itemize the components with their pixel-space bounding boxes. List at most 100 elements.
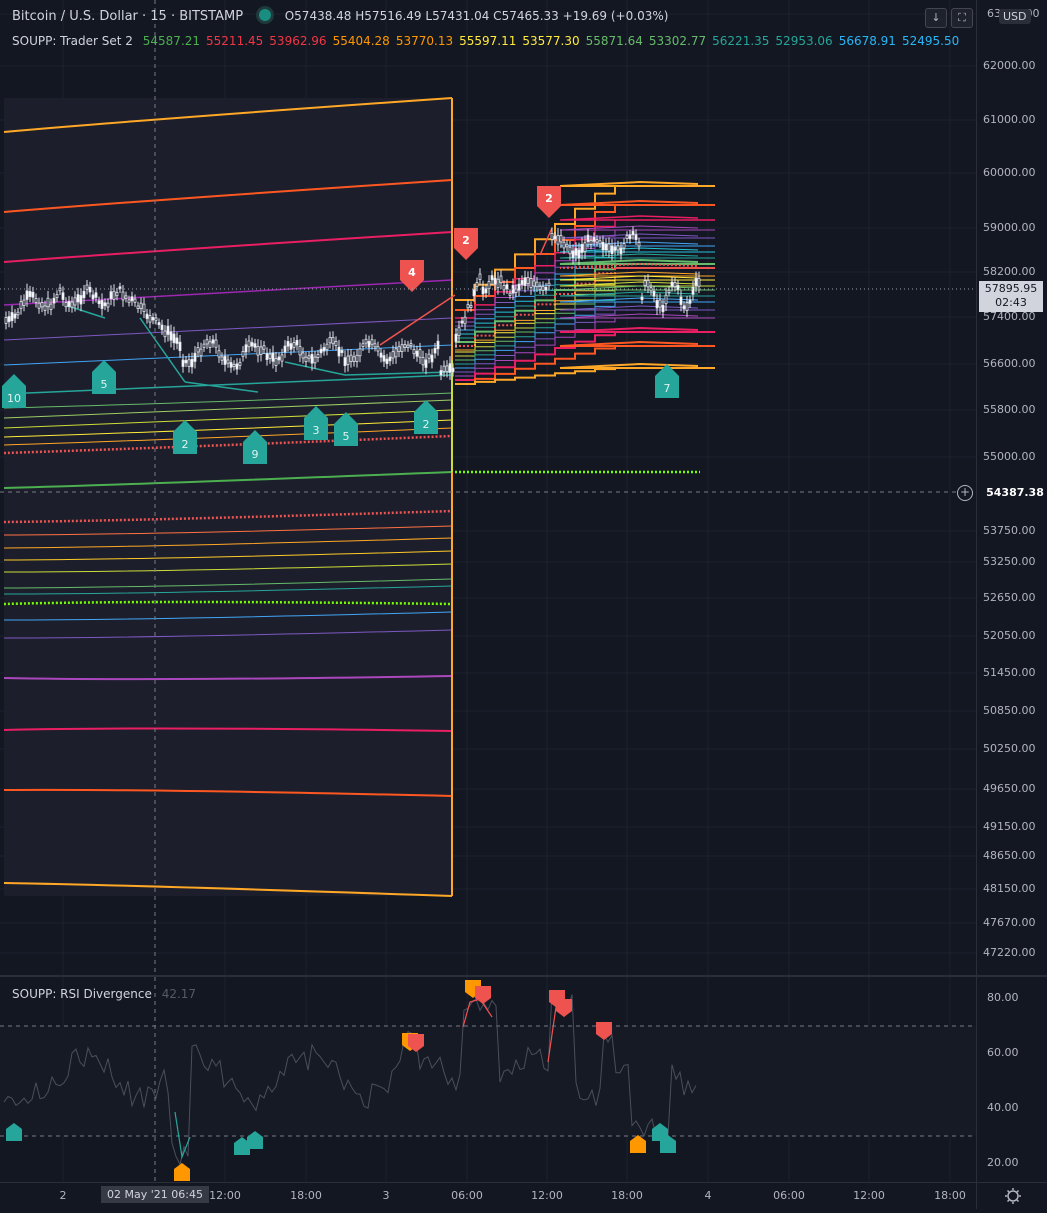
candle-body — [502, 285, 506, 291]
candle-body — [91, 294, 95, 300]
band-line — [3, 97, 453, 133]
open-value: 57438.48 — [294, 9, 352, 23]
candle-body — [115, 292, 119, 297]
candle-body — [367, 341, 371, 348]
candle-body — [682, 305, 686, 310]
candle-body — [508, 292, 512, 296]
band-line — [3, 317, 453, 341]
candle-body — [46, 297, 50, 308]
candle-body — [616, 245, 620, 251]
bull-signal-marker: 3 — [304, 406, 328, 440]
price-tick: 62000.00 — [983, 59, 1036, 72]
candle-body — [61, 292, 65, 300]
candle-body — [202, 343, 206, 348]
rsi-indicator-title[interactable]: SOUPP: RSI Divergence — [12, 987, 152, 1001]
candle-body — [571, 250, 575, 259]
band-line — [3, 550, 453, 561]
candle-body — [124, 295, 128, 299]
price-axis[interactable]: 63000.0062000.0061000.0060000.0059000.00… — [925, 0, 1047, 976]
time-tick: 2 — [59, 1189, 67, 1202]
currency-button[interactable]: USD — [999, 9, 1031, 24]
candle-body — [523, 277, 527, 286]
price-tick: 58200.00 — [983, 265, 1036, 278]
candle-body — [85, 284, 89, 290]
time-tick: 3 — [382, 1189, 390, 1202]
candle-body — [322, 347, 326, 352]
fullscreen-icon[interactable]: ⛶ — [951, 8, 973, 28]
candle-body — [466, 304, 470, 309]
candlesticks — [4, 226, 701, 381]
right-bands — [455, 180, 715, 474]
rsi-bear-marker — [475, 986, 491, 1004]
pane-separator[interactable] — [0, 975, 1047, 977]
band-line — [3, 179, 453, 213]
gear-icon[interactable] — [977, 1183, 1047, 1209]
candle-body — [142, 303, 146, 312]
band-line — [3, 629, 453, 639]
price-tick: 60000.00 — [983, 166, 1036, 179]
price-chart-canvas[interactable]: 10 5 2 9 3 5 2 7 4 2 2 — [0, 0, 976, 976]
main-chart-pane[interactable]: 10 5 2 9 3 5 2 7 4 2 2 Bitcoin / U.S. Dollar · 15 … — [0, 0, 976, 976]
candle-body — [319, 348, 323, 354]
candle-body — [451, 367, 455, 373]
scale-down-arrow-icon[interactable]: ↓ — [925, 8, 947, 28]
candle-body — [550, 232, 554, 240]
candle-body — [478, 273, 482, 280]
candle-body — [532, 280, 536, 287]
candle-body — [286, 341, 290, 347]
candle-body — [310, 353, 314, 364]
ribbon-line — [455, 326, 715, 381]
candle-body — [634, 234, 638, 241]
candle-body — [340, 350, 344, 353]
candle-body — [136, 305, 140, 309]
rsi-bull-marker — [652, 1123, 668, 1141]
rsi-tick: 60.00 — [987, 1046, 1019, 1059]
rsi-pane[interactable]: SOUPP: RSI Divergence 42.17 — [0, 977, 976, 1182]
symbol-title[interactable]: Bitcoin / U.S. Dollar · 15 · BITSTAMP — [12, 9, 244, 24]
candle-body — [481, 286, 485, 295]
candle-body — [238, 362, 242, 366]
candle-body — [187, 359, 191, 367]
rsi-axis[interactable]: 80.00 60.00 40.00 20.00 — [976, 977, 1047, 1182]
ribbon-line — [455, 285, 715, 361]
candle-body — [454, 333, 458, 342]
candle-body — [172, 333, 176, 344]
time-tick: 4 — [704, 1189, 712, 1202]
time-axis[interactable]: 2 12:00 18:00 3 06:00 12:00 18:00 4 06:00 12:00 18… — [0, 1182, 976, 1209]
candle-body — [628, 234, 632, 240]
change-value: +19.69 (+0.03%) — [562, 9, 669, 23]
candle-body — [100, 300, 104, 309]
candle-body — [235, 363, 239, 370]
candle-body — [76, 294, 80, 303]
rsi-legend[interactable]: SOUPP: RSI Divergence 42.17 — [12, 987, 196, 1001]
candle-body — [388, 356, 392, 362]
bull-signal-marker: 5 — [334, 412, 358, 446]
rsi-tick: 20.00 — [987, 1156, 1019, 1169]
candle-body — [160, 324, 164, 331]
candle-body — [205, 339, 209, 345]
candle-body — [376, 346, 380, 352]
indicator-value: 53962.96 — [269, 34, 327, 48]
close-key: C — [493, 9, 502, 23]
add-alert-plus-icon[interactable]: + — [957, 485, 973, 501]
time-tick: 06:00 — [773, 1189, 805, 1202]
indicator-value: 52495.50 — [901, 34, 960, 48]
candle-body — [4, 317, 8, 324]
ribbon-line — [455, 271, 715, 351]
candle-body — [652, 290, 656, 297]
candle-body — [178, 341, 182, 352]
candle-body — [25, 290, 29, 300]
chart-settings-corner[interactable] — [976, 1182, 1047, 1209]
rsi-bear-marker — [596, 1022, 612, 1040]
band-line — [3, 471, 453, 489]
rsi-chart-canvas[interactable] — [0, 977, 976, 1182]
candle-body — [694, 277, 698, 287]
indicator-legend[interactable]: SOUPP: Trader Set 2 54587.21 55211.45 5396… — [12, 34, 959, 48]
indicator-title[interactable]: SOUPP: Trader Set 2 — [12, 34, 133, 48]
ohlc-values: O57438.48 H57516.49 L57431.04 C57465.33 … — [285, 9, 669, 23]
candle-body — [157, 322, 161, 326]
candle-body — [574, 248, 578, 256]
candle-body — [250, 342, 254, 347]
band-line — [3, 578, 453, 589]
candle-body — [337, 346, 341, 357]
